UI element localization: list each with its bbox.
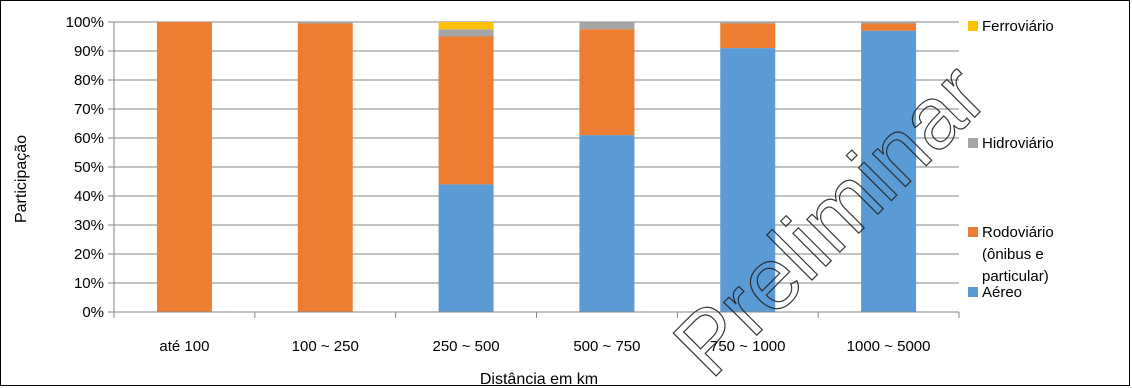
bar-segment-hidroviário — [861, 22, 917, 24]
legend: Ferroviário Hidroviário Rodoviário (ônibus … — [968, 18, 1054, 301]
bar-segment-rodoviário — [579, 29, 635, 136]
legend-swatch — [968, 287, 978, 297]
legend-label: particular) — [982, 268, 1049, 285]
bar-segment-hidroviário — [579, 22, 635, 30]
y-tick-label: 60% — [74, 130, 104, 147]
bar-segment-aéreo — [861, 30, 917, 312]
y-tick-label: 100% — [66, 14, 104, 31]
x-tick-label: 750 ~ 1000 — [710, 338, 786, 355]
bar-segment-rodoviário — [861, 23, 917, 31]
legend-swatch — [968, 138, 978, 148]
x-tick-label: 500 ~ 750 — [573, 338, 640, 355]
x-tick-label: 250 ~ 500 — [433, 338, 500, 355]
bar-segment-rodoviário — [297, 23, 353, 312]
legend-swatch — [968, 21, 978, 31]
bar-segment-rodoviário — [720, 23, 776, 49]
bar-segment-hidroviário — [297, 22, 353, 24]
watermark-text: Preliminar — [654, 44, 1004, 387]
bars — [156, 22, 917, 312]
y-tick-label: 80% — [74, 72, 104, 89]
y-tick-label: 10% — [74, 275, 104, 292]
axes: 0% 10% 20% 30% 40% 50% 60% 70% 80% 90% 100% até 100… — [66, 14, 960, 355]
y-tick-label: 20% — [74, 246, 104, 263]
legend-label: Rodoviário — [982, 224, 1054, 241]
y-tick-label: 90% — [74, 43, 104, 60]
gridlines — [114, 21, 959, 284]
x-tick-label: até 100 — [159, 338, 209, 355]
bar-segment-aéreo — [579, 135, 635, 312]
y-tick-label: 40% — [74, 188, 104, 205]
bar-segment-rodoviário — [438, 36, 494, 185]
y-tick-label: 50% — [74, 159, 104, 176]
y-tick-label: 0% — [82, 304, 104, 321]
y-axis-title: Participação — [13, 135, 30, 223]
x-axis-title: Distância em km — [480, 371, 598, 387]
bar-segment-ferroviário — [438, 22, 494, 30]
legend-label: (ônibus e — [982, 246, 1044, 263]
x-tick-label: 100 ~ 250 — [292, 338, 359, 355]
y-tick-label: 70% — [74, 101, 104, 118]
x-tick-label: 1000 ~ 5000 — [847, 338, 931, 355]
legend-label: Hidroviário — [982, 135, 1054, 152]
bar-segment-aéreo — [438, 184, 494, 312]
legend-label: Aéreo — [982, 284, 1022, 301]
bar-segment-rodoviário — [156, 22, 212, 312]
legend-swatch — [968, 227, 978, 237]
y-tick-label: 30% — [74, 217, 104, 234]
bar-segment-hidroviário — [720, 22, 776, 24]
bar-segment-aéreo — [720, 48, 776, 312]
legend-label: Ferroviário — [982, 18, 1054, 35]
bar-segment-hidroviário — [438, 29, 494, 37]
